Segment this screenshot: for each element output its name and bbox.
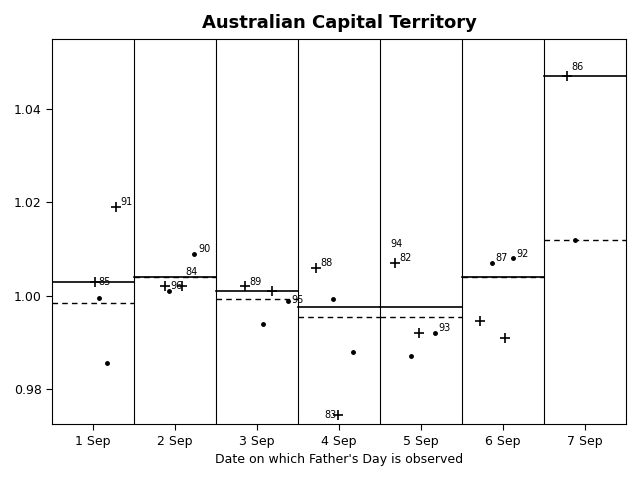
- Text: 84: 84: [185, 267, 197, 277]
- Text: 86: 86: [571, 62, 584, 72]
- X-axis label: Date on which Father's Day is observed: Date on which Father's Day is observed: [215, 453, 463, 466]
- Text: 94: 94: [390, 240, 402, 250]
- Text: 88: 88: [320, 258, 333, 268]
- Text: 92: 92: [516, 249, 529, 259]
- Text: 85: 85: [98, 277, 111, 287]
- Title: Australian Capital Territory: Australian Capital Territory: [202, 14, 477, 32]
- Text: 83: 83: [324, 410, 337, 420]
- Text: 82: 82: [399, 253, 412, 264]
- Text: 87: 87: [496, 253, 508, 264]
- Text: 90: 90: [198, 244, 211, 254]
- Text: 96: 96: [170, 281, 182, 291]
- Text: 93: 93: [438, 324, 451, 334]
- Text: 95: 95: [292, 295, 304, 305]
- Text: 89: 89: [249, 277, 261, 287]
- Text: 91: 91: [120, 197, 132, 207]
